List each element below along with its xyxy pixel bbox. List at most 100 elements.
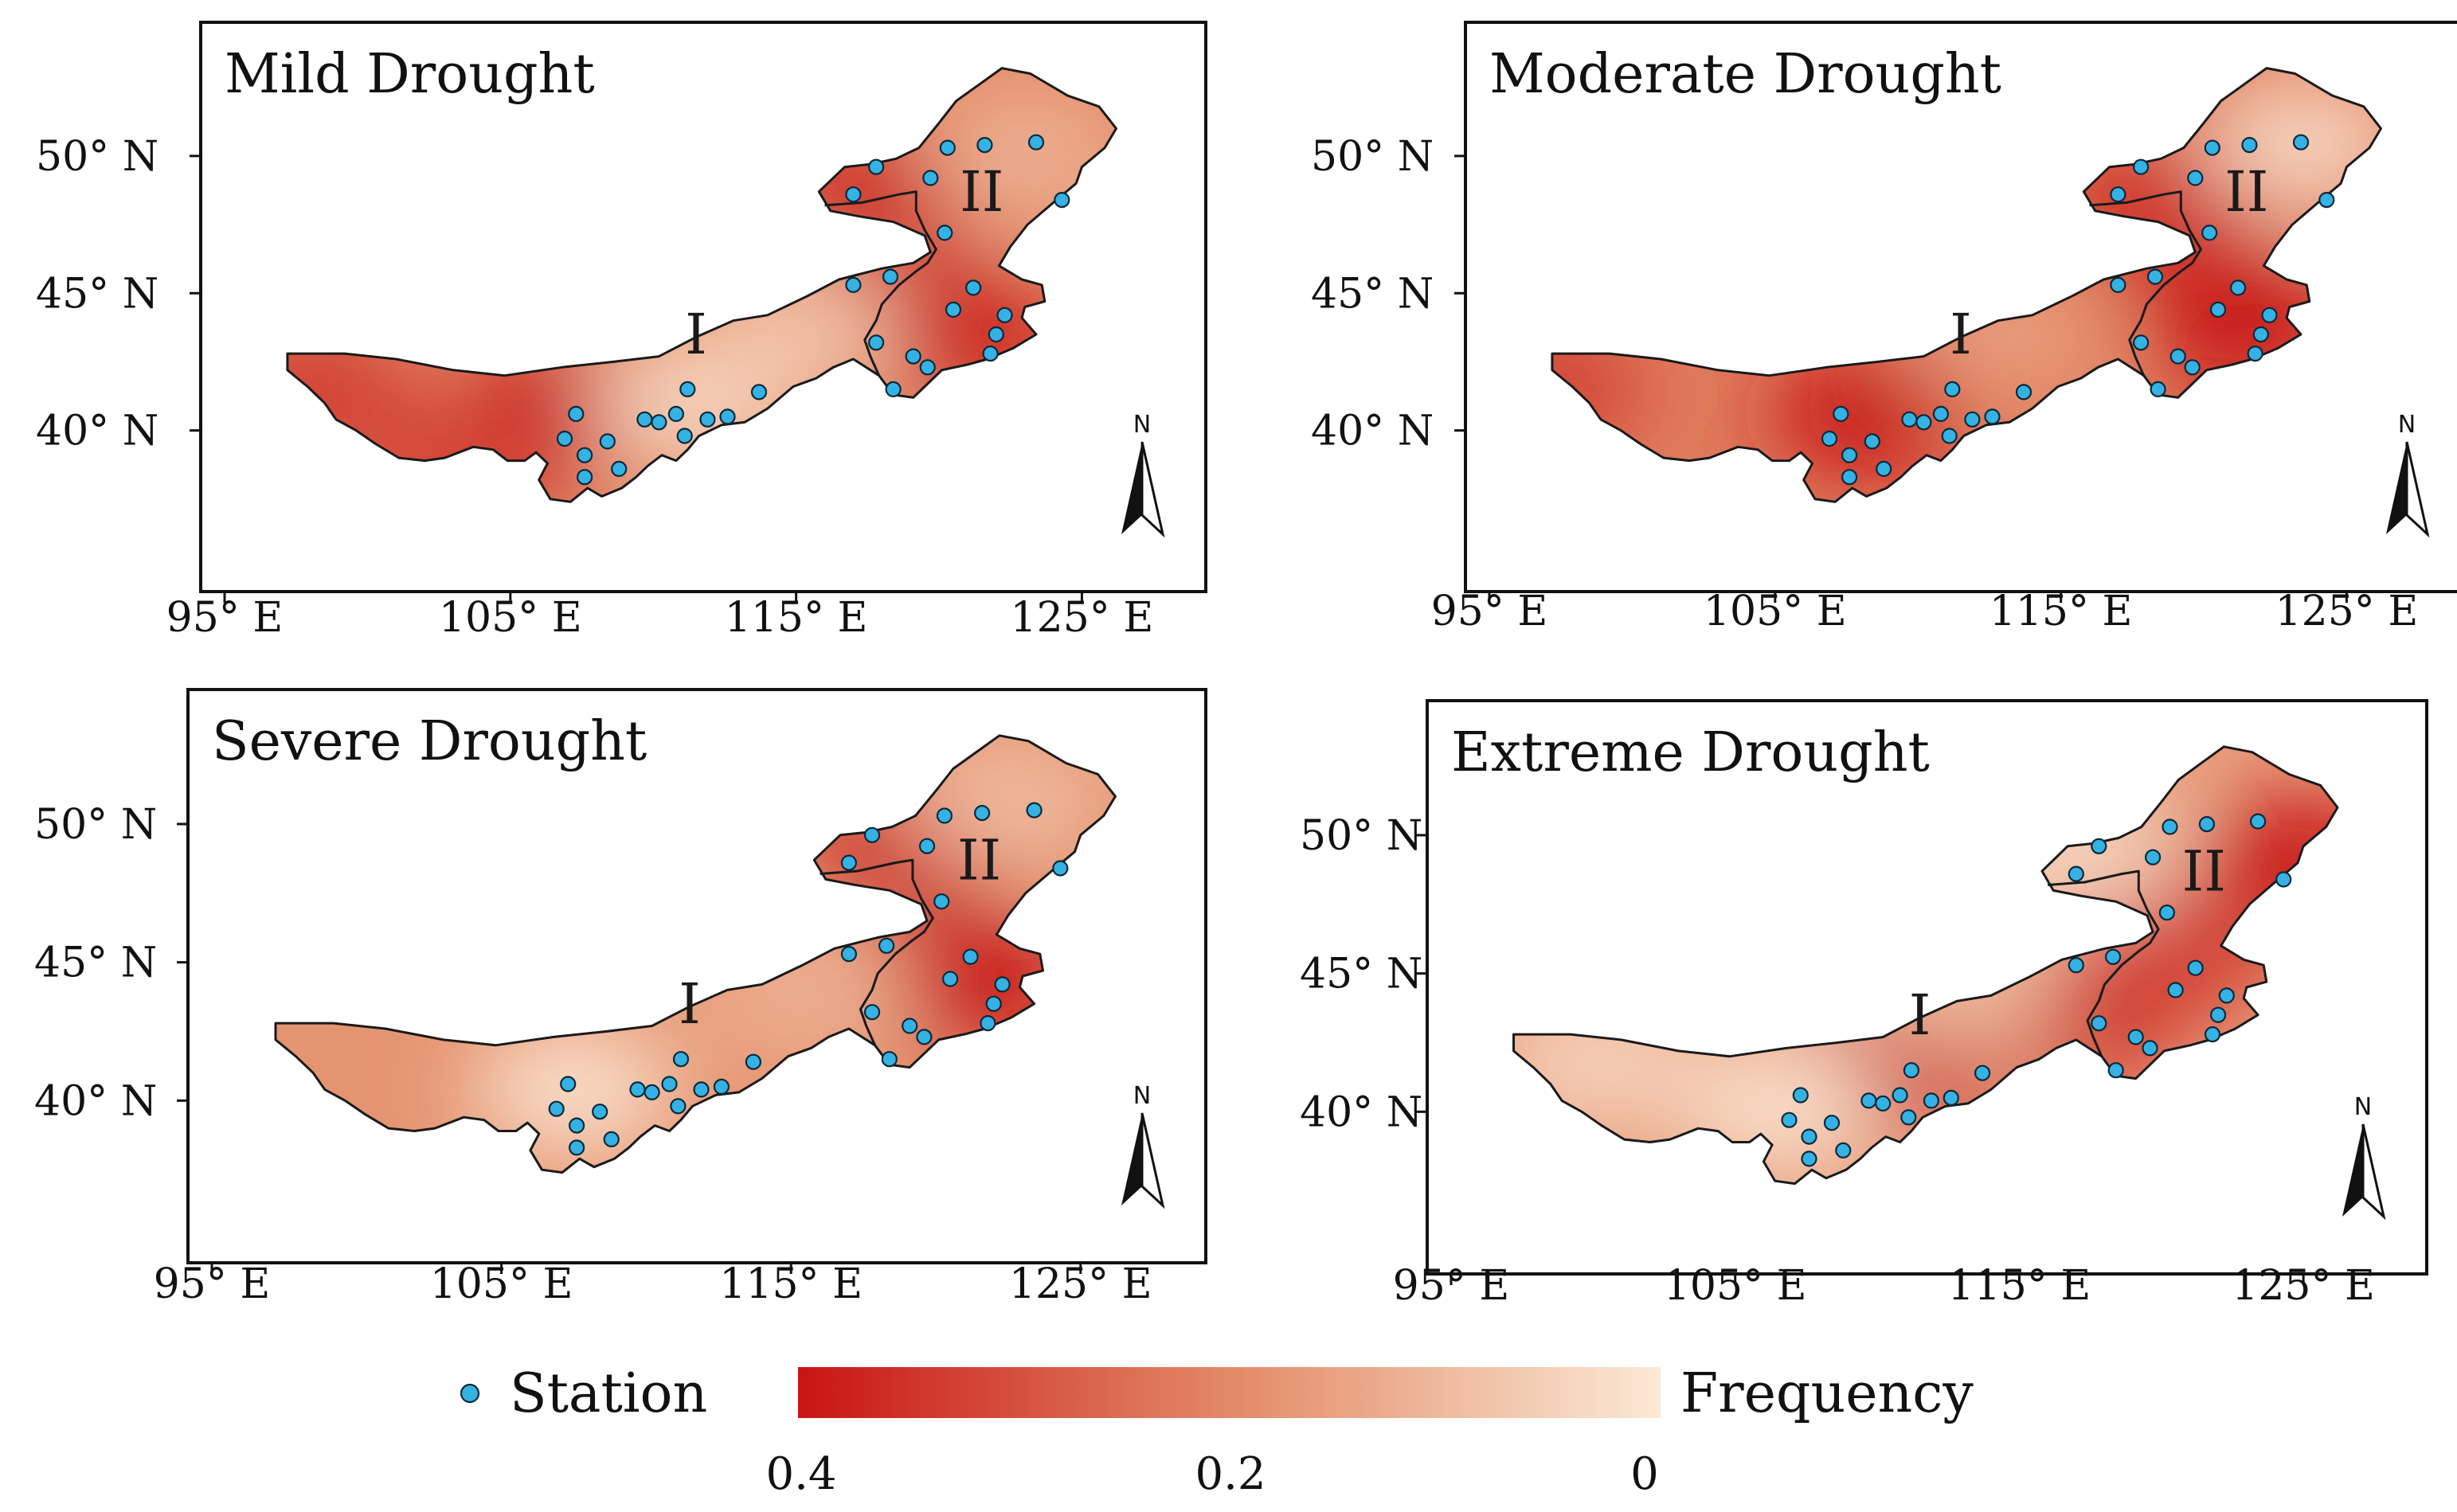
station-marker: [2068, 957, 2084, 974]
map-title: Mild Drought: [225, 43, 595, 106]
station-marker: [750, 384, 768, 400]
station-marker: [1944, 381, 1961, 397]
frequency-hotspot-1: [1551, 323, 1650, 455]
station-marker: [2162, 819, 2178, 835]
station-marker: [670, 1098, 687, 1115]
station-marker: [693, 1081, 710, 1098]
province-outline: [1551, 67, 2382, 503]
y-tick-label: 45° N: [34, 940, 157, 987]
north-arrow-icon: N: [2342, 1093, 2386, 1221]
station-marker: [996, 307, 1013, 323]
station-marker: [2187, 170, 2204, 186]
legend: Station Frequency 0.4 0.2 0: [460, 1362, 1974, 1500]
map-title: Extreme Drought: [1451, 721, 1930, 784]
station-marker: [1923, 1092, 1939, 1109]
station-marker: [845, 186, 862, 203]
station-marker: [699, 411, 716, 428]
station-marker: [2318, 192, 2335, 209]
station-marker: [2133, 158, 2150, 175]
y-tick-label: 40° N: [1311, 408, 1434, 455]
station-marker: [1932, 405, 1949, 423]
region-label-i: I: [679, 971, 701, 1037]
x-tick-label: 115° E: [1948, 1262, 2091, 1310]
north-arrow-right-half: [2361, 1123, 2386, 1221]
station-marker: [2209, 301, 2227, 318]
north-arrow-icon: N: [1121, 1082, 1165, 1209]
station-marker: [1054, 192, 1070, 209]
station-marker: [679, 381, 696, 397]
region-label-i: I: [1909, 983, 1931, 1048]
colorbar-tick-0-2: 0.2: [1195, 1448, 1266, 1500]
station-marker: [1781, 1112, 1798, 1128]
north-arrow-left-half: [1121, 442, 1142, 534]
colorbar-tick-0: 0: [1630, 1448, 1659, 1500]
station-marker: [863, 1004, 881, 1021]
station-marker: [1915, 414, 1932, 431]
station-marker: [881, 1051, 898, 1068]
station-marker: [2204, 139, 2220, 156]
region-label-ii: II: [960, 159, 1004, 225]
station-marker: [2158, 904, 2175, 921]
x-tick-label: 115° E: [725, 594, 868, 642]
y-tick-label: 45° N: [36, 270, 158, 318]
station-marker: [676, 428, 693, 444]
station-marker: [905, 348, 921, 365]
station-marker: [840, 946, 858, 963]
station-marker: [918, 838, 936, 854]
station-marker: [2110, 186, 2126, 203]
north-arrow-left-half: [2386, 442, 2407, 534]
station-marker: [1052, 860, 1069, 877]
station-marker: [1801, 1128, 1817, 1145]
north-arrow-right-half: [1140, 1112, 1165, 1209]
station-marker: [2184, 359, 2201, 376]
station-marker: [863, 826, 881, 843]
station-marker: [568, 405, 585, 423]
station-marker: [976, 137, 993, 154]
map-frame: [1426, 699, 2428, 1276]
frequency-hotspot-5: [1513, 995, 1696, 1129]
station-marker: [576, 447, 593, 463]
north-arrow-letter: N: [2354, 1093, 2372, 1121]
station-marker: [2230, 279, 2247, 296]
station-marker: [902, 1018, 918, 1034]
region-label-ii: II: [2182, 838, 2226, 904]
station-marker: [2091, 1015, 2107, 1032]
region-divider: [2047, 869, 2160, 1057]
station-marker: [1860, 1092, 1877, 1109]
x-tick-label: 115° E: [719, 1260, 863, 1308]
x-tick-label: 115° E: [1989, 588, 2133, 635]
station-marker: [1027, 134, 1045, 150]
station-marker: [1026, 802, 1043, 819]
station-marker: [629, 1081, 646, 1098]
station-marker: [2105, 948, 2122, 965]
north-arrow-icon: N: [2386, 411, 2430, 538]
frequency-surface: [276, 735, 1116, 1173]
station-marker: [916, 1029, 933, 1045]
station-marker: [933, 893, 950, 910]
x-tick-label: 125° E: [2275, 588, 2419, 635]
y-tick-label: 45° N: [1311, 270, 1434, 318]
station-marker: [2110, 276, 2126, 293]
station-marker: [672, 1051, 690, 1068]
station-marker: [1841, 447, 1858, 463]
station-marker: [2204, 1026, 2221, 1043]
station-marker: [713, 1078, 730, 1096]
station-marker: [885, 381, 902, 397]
station-marker: [603, 1131, 620, 1148]
station-marker: [1835, 1142, 1852, 1159]
station-marker: [939, 139, 956, 156]
station-marker: [840, 854, 858, 871]
north-arrow-letter: N: [1133, 411, 1151, 439]
x-tick-label: 95° E: [1393, 1262, 1510, 1310]
station-marker: [882, 268, 899, 285]
station-marker: [2247, 346, 2263, 362]
region-divider: [824, 190, 937, 377]
x-tick-label: 105° E: [1704, 588, 1847, 635]
map-title: Severe Drought: [212, 710, 647, 773]
station-marker: [592, 1104, 608, 1120]
